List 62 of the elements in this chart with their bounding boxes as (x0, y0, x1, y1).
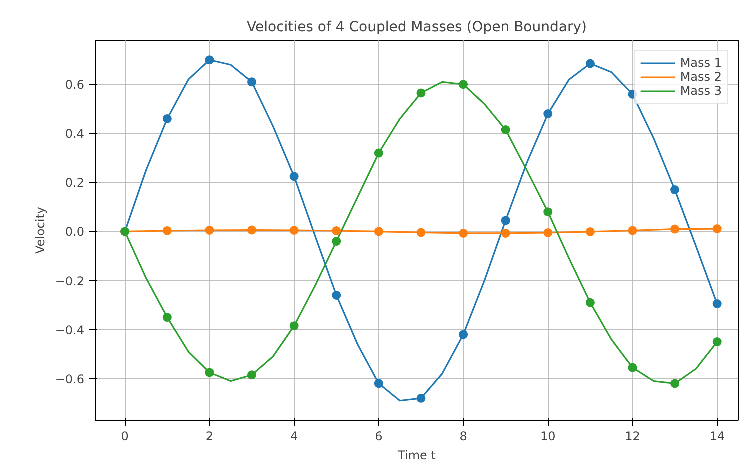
point (374, 227, 384, 236)
point (205, 368, 214, 378)
point (374, 148, 384, 158)
x-tick-label: 0 (121, 430, 129, 444)
point (670, 186, 680, 195)
point (670, 379, 680, 388)
point (544, 110, 553, 119)
x-tick-label: 2 (206, 430, 214, 444)
point (586, 227, 595, 236)
legend-label: Mass 1 (680, 56, 722, 70)
y-tick-label: 0.6 (65, 78, 85, 92)
point (628, 363, 638, 372)
x-tick-label: 12 (625, 430, 640, 444)
point (670, 224, 680, 234)
y-axis-title: Velocity (33, 206, 48, 254)
point (290, 322, 299, 331)
legend-label: Mass 3 (680, 84, 722, 98)
point (332, 226, 342, 236)
point (501, 125, 510, 134)
x-tick-label: 10 (540, 430, 556, 444)
point (162, 226, 172, 236)
point (416, 394, 426, 403)
point (416, 88, 426, 98)
point (586, 298, 595, 308)
x-axis-title: Time t (397, 448, 436, 462)
y-tick-label: 0.4 (65, 127, 85, 142)
y-tick-label: 0.0 (65, 225, 85, 240)
point (712, 338, 722, 347)
point (459, 80, 468, 90)
point (544, 208, 553, 217)
point (501, 216, 510, 226)
point (459, 330, 468, 340)
point (205, 226, 214, 235)
point (544, 228, 553, 238)
chart-title: Velocities of 4 Coupled Masses (Open Boundary) (247, 20, 587, 36)
point (332, 290, 342, 300)
point (586, 59, 595, 68)
legend-label: Mass 2 (680, 70, 722, 84)
x-tick-label: 4 (290, 430, 298, 444)
point (416, 228, 426, 238)
x-tick-label: 14 (710, 430, 725, 444)
point (248, 78, 257, 87)
point (628, 226, 638, 236)
y-tick-label: −0.4 (55, 323, 84, 338)
y-tick-label: −0.2 (55, 274, 84, 288)
x-tick-label: 8 (460, 430, 468, 444)
point (290, 172, 299, 182)
point (248, 226, 257, 235)
x-tick-label: 6 (375, 430, 383, 444)
point (712, 300, 722, 309)
point (248, 370, 257, 380)
point (162, 313, 172, 322)
point (374, 379, 384, 388)
point (712, 224, 722, 234)
point (332, 237, 342, 246)
point (205, 56, 214, 65)
y-tick-label: 0.2 (65, 176, 85, 190)
point (501, 228, 510, 238)
y-tick-label: −0.6 (55, 372, 84, 386)
point (290, 226, 299, 235)
point (162, 114, 172, 124)
point (459, 228, 468, 238)
